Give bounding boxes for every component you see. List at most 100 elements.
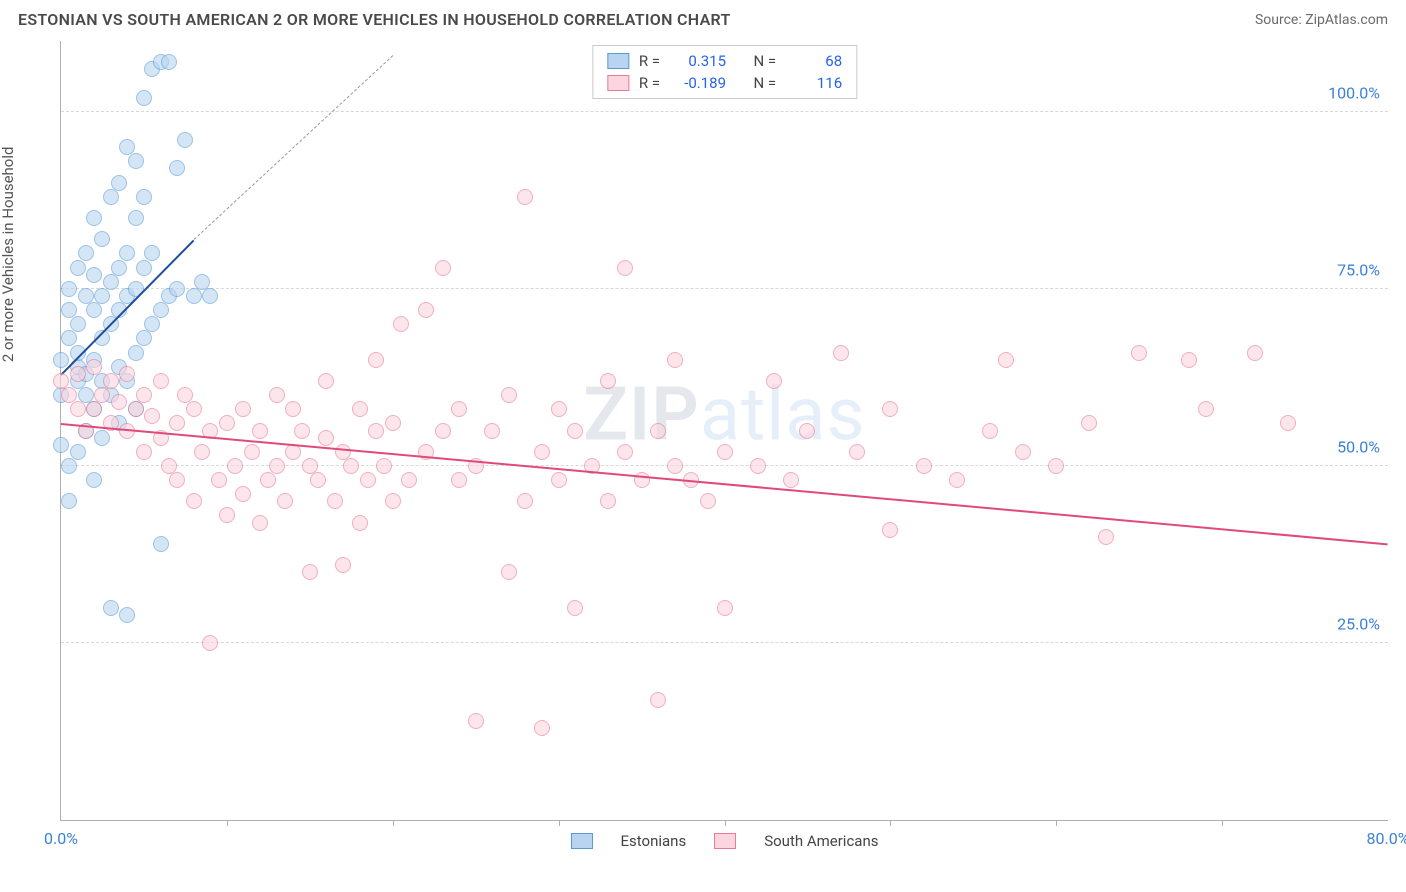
data-point xyxy=(318,430,334,446)
data-point xyxy=(551,401,567,417)
data-point xyxy=(128,345,144,361)
data-point xyxy=(111,394,127,410)
data-point xyxy=(567,600,583,616)
y-tick-label: 75.0% xyxy=(1337,260,1380,279)
x-tick xyxy=(559,820,560,826)
data-point xyxy=(86,302,102,318)
data-point xyxy=(1198,401,1214,417)
data-point xyxy=(186,401,202,417)
x-tick-label: 0.0% xyxy=(44,829,78,848)
trend-extrapolation xyxy=(193,55,393,240)
y-tick-label: 25.0% xyxy=(1337,614,1380,633)
data-point xyxy=(352,401,368,417)
data-point xyxy=(169,415,185,431)
data-point xyxy=(94,288,110,304)
r-value-south-americans: -0.189 xyxy=(670,74,726,92)
data-point xyxy=(501,564,517,580)
data-point xyxy=(53,352,69,368)
data-point xyxy=(78,245,94,261)
data-point xyxy=(277,493,293,509)
data-point xyxy=(153,536,169,552)
chart-area: 2 or more Vehicles in Household ZIPatlas… xyxy=(18,41,1388,881)
data-point xyxy=(86,267,102,283)
data-point xyxy=(169,472,185,488)
legend-stats-box: R = 0.315 N = 68 R = -0.189 N = 116 xyxy=(592,45,857,99)
data-point xyxy=(86,472,102,488)
data-point xyxy=(343,458,359,474)
data-point xyxy=(144,316,160,332)
data-point xyxy=(103,189,119,205)
data-point xyxy=(783,472,799,488)
swatch-south-americans-icon xyxy=(714,833,736,849)
data-point xyxy=(86,401,102,417)
data-point xyxy=(1081,415,1097,431)
data-point xyxy=(70,444,86,460)
data-point xyxy=(86,359,102,375)
data-point xyxy=(294,423,310,439)
data-point xyxy=(136,330,152,346)
data-point xyxy=(700,493,716,509)
data-point xyxy=(484,423,500,439)
data-point xyxy=(1131,345,1147,361)
data-point xyxy=(517,189,533,205)
n-value-south-americans: 116 xyxy=(786,74,842,92)
data-point xyxy=(1048,458,1064,474)
r-value-estonians: 0.315 xyxy=(670,52,726,70)
data-point xyxy=(111,260,127,276)
x-tick xyxy=(393,820,394,826)
legend-label-south-americans: South Americans xyxy=(764,832,878,850)
data-point xyxy=(202,635,218,651)
data-point xyxy=(153,373,169,389)
legend-series-box: Estonians South Americans xyxy=(571,832,879,850)
data-point xyxy=(534,444,550,460)
data-point xyxy=(534,720,550,736)
data-point xyxy=(667,352,683,368)
data-point xyxy=(327,493,343,509)
data-point xyxy=(128,210,144,226)
data-point xyxy=(136,444,152,460)
n-value-estonians: 68 xyxy=(786,52,842,70)
data-point xyxy=(119,245,135,261)
data-point xyxy=(103,373,119,389)
data-point xyxy=(269,458,285,474)
data-point xyxy=(86,210,102,226)
data-point xyxy=(103,600,119,616)
data-point xyxy=(136,260,152,276)
data-point xyxy=(111,175,127,191)
data-point xyxy=(717,444,733,460)
data-point xyxy=(849,444,865,460)
data-point xyxy=(285,401,301,417)
data-point xyxy=(435,423,451,439)
data-point xyxy=(982,423,998,439)
data-point xyxy=(401,472,417,488)
data-point xyxy=(70,260,86,276)
gridline xyxy=(61,288,1388,289)
gridline xyxy=(61,465,1388,466)
data-point xyxy=(393,316,409,332)
data-point xyxy=(435,260,451,276)
data-point xyxy=(144,245,160,261)
data-point xyxy=(94,231,110,247)
data-point xyxy=(235,486,251,502)
data-point xyxy=(451,401,467,417)
data-point xyxy=(244,444,260,460)
swatch-estonians-icon xyxy=(607,53,629,69)
data-point xyxy=(211,472,227,488)
data-point xyxy=(252,515,268,531)
data-point xyxy=(119,607,135,623)
data-point xyxy=(916,458,932,474)
data-point xyxy=(600,493,616,509)
data-point xyxy=(128,153,144,169)
data-point xyxy=(617,444,633,460)
data-point xyxy=(667,458,683,474)
x-tick xyxy=(1222,820,1223,826)
data-point xyxy=(1098,529,1114,545)
data-point xyxy=(750,458,766,474)
data-point xyxy=(318,373,334,389)
data-point xyxy=(161,54,177,70)
data-point xyxy=(235,401,251,417)
data-point xyxy=(119,366,135,382)
data-point xyxy=(517,493,533,509)
x-tick-label: 80.0% xyxy=(1367,829,1406,848)
gridline xyxy=(61,111,1388,112)
